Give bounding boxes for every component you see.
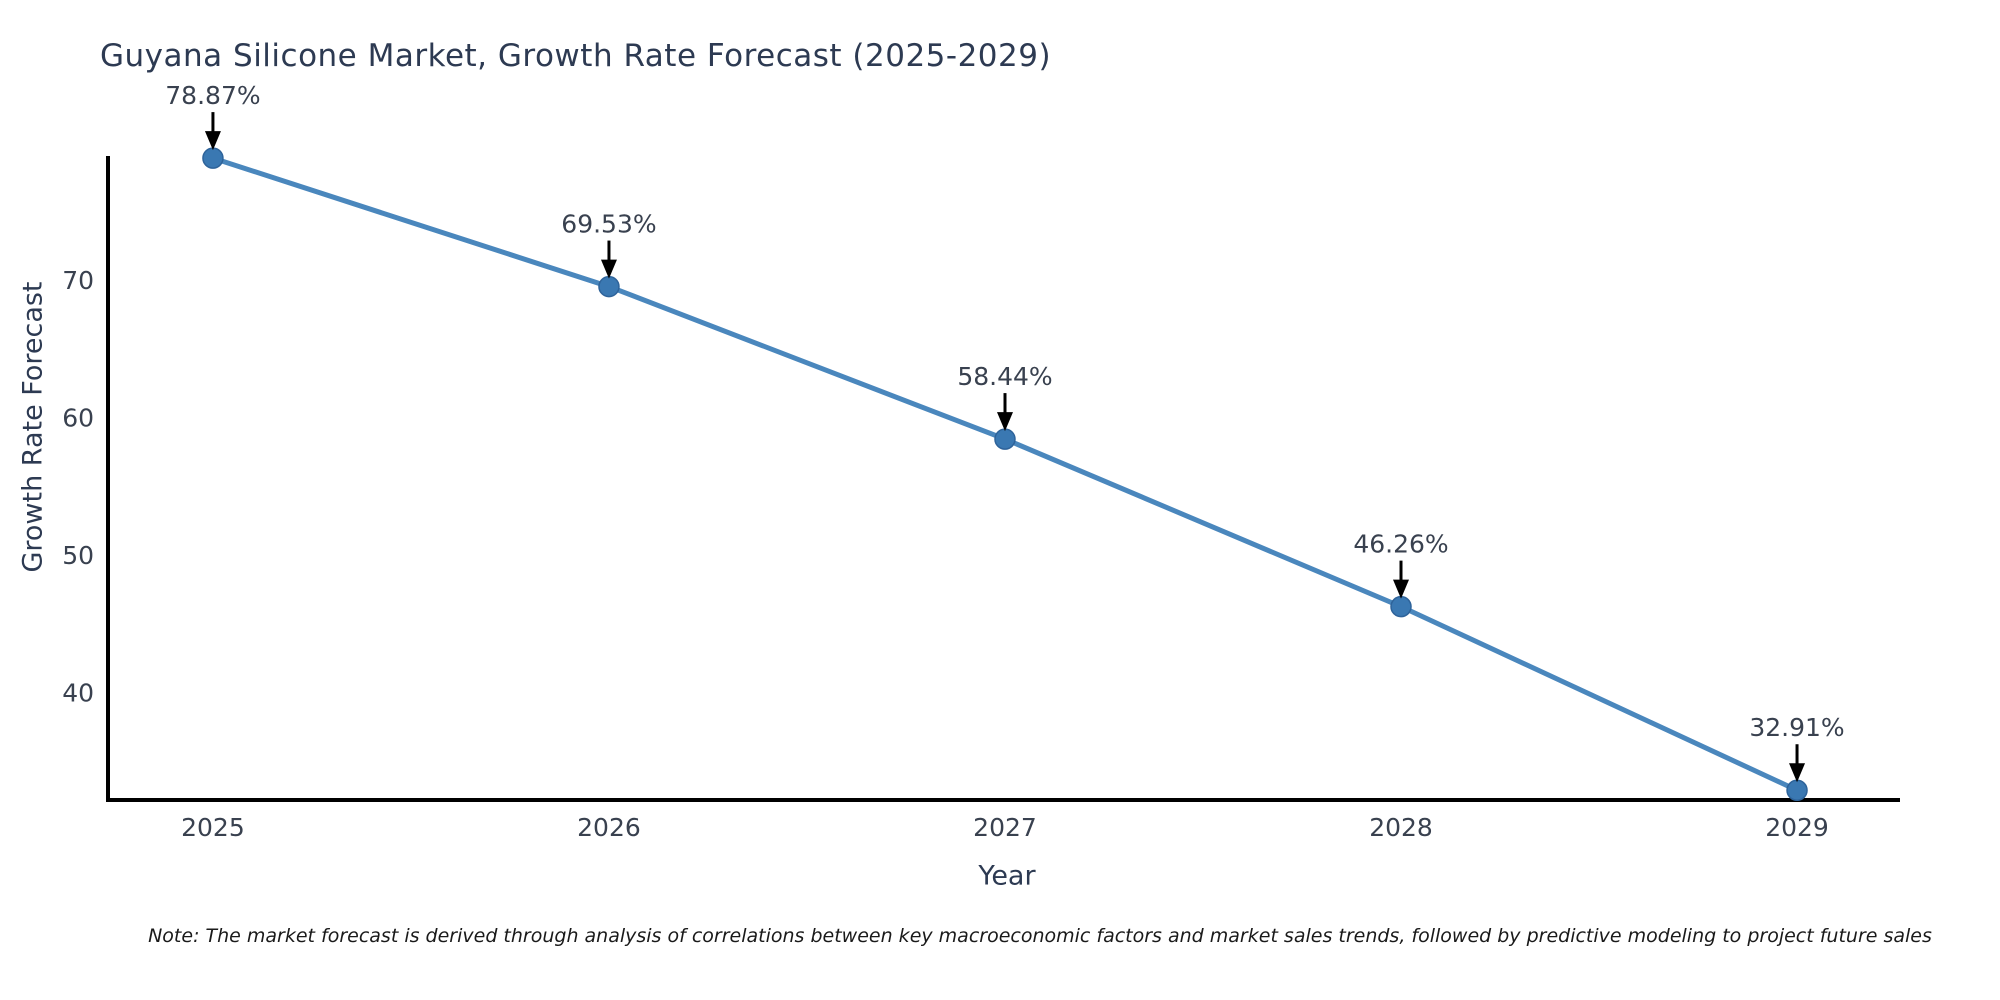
point-annotation: 58.44% <box>957 362 1052 391</box>
x-tick-label: 2026 <box>577 813 641 842</box>
data-point-marker <box>1786 779 1808 801</box>
annotation-arrow-head <box>600 259 617 279</box>
annotation-arrow-head <box>204 131 221 151</box>
annotation-arrow-head <box>1789 763 1806 783</box>
y-tick-label: 60 <box>62 404 94 433</box>
series-line <box>210 155 1800 793</box>
x-axis-title: Year <box>978 860 1036 892</box>
point-annotation: 46.26% <box>1353 530 1448 559</box>
data-point-marker <box>598 275 620 298</box>
y-tick-label: 70 <box>62 266 94 295</box>
x-tick-label: 2025 <box>181 813 245 842</box>
annotation-arrow-head <box>996 412 1013 432</box>
point-annotation: 32.91% <box>1749 713 1844 742</box>
x-tick-label: 2029 <box>1765 813 1829 842</box>
y-tick-label: 50 <box>62 541 94 570</box>
x-tick-label: 2027 <box>973 813 1037 842</box>
point-annotation: 69.53% <box>561 210 656 239</box>
data-point-marker <box>994 428 1016 450</box>
x-tick-label: 2028 <box>1369 813 1433 842</box>
point-annotation: 78.87% <box>165 81 260 110</box>
data-point-marker <box>1390 595 1412 618</box>
y-tick-label: 40 <box>62 679 94 708</box>
chart-title: Guyana Silicone Market, Growth Rate Fore… <box>100 38 1052 74</box>
annotation-arrow-head <box>1393 579 1410 599</box>
chart-footnote: Note: The market forecast is derived thr… <box>148 925 1932 947</box>
data-point-marker <box>202 147 224 169</box>
